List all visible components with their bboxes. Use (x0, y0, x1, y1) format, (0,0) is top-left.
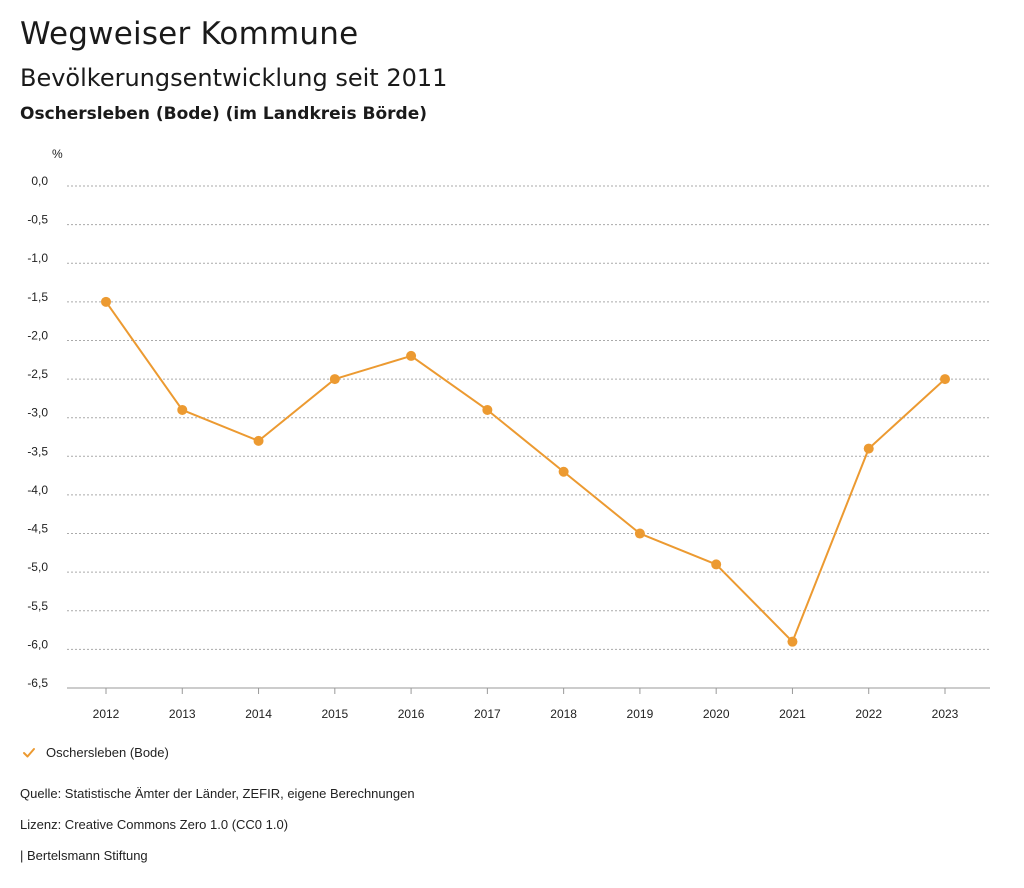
y-tick-label: -5,5 (27, 599, 48, 613)
x-tick-label: 2012 (93, 707, 120, 721)
data-point[interactable] (711, 559, 722, 570)
gridlines (67, 185, 990, 689)
x-tick-label: 2023 (932, 707, 959, 721)
data-point[interactable] (863, 443, 874, 454)
data-point[interactable] (329, 374, 340, 385)
data-point[interactable] (634, 528, 645, 539)
y-tick-label: -2,0 (27, 328, 48, 342)
y-tick-label: -3,0 (27, 406, 48, 420)
y-tick-label: -3,5 (27, 444, 48, 458)
y-tick-label: -2,5 (27, 367, 48, 381)
series-line (105, 301, 946, 643)
line-chart: % 0,0 -0,5 -1,0 -1,5 -2,0 -2,5 -3,0 -3,5 -4,0 -4,… (27, 147, 990, 721)
license-note: Lizenz: Creative Commons Zero 1.0 (CC0 1… (20, 817, 289, 832)
check-icon (23, 747, 35, 757)
data-point[interactable] (787, 636, 798, 647)
x-axis: 2012 2013 2014 2015 2016 2017 2018 2019 2020 2021… (93, 688, 959, 721)
y-tick-label: -4,0 (27, 483, 48, 497)
x-tick-label: 2015 (321, 707, 348, 721)
x-tick-label: 2014 (245, 707, 272, 721)
publisher-note: | Bertelsmann Stiftung (20, 848, 148, 863)
data-point[interactable] (406, 350, 417, 361)
x-tick-label: 2020 (703, 707, 730, 721)
x-tick-label: 2019 (627, 707, 654, 721)
data-point[interactable] (101, 296, 111, 307)
y-tick-label: -5,0 (27, 560, 48, 574)
series-oschersleben (101, 296, 950, 647)
data-point[interactable] (940, 374, 950, 385)
region-label: Oschersleben (Bode) (im Landkreis Börde) (20, 104, 428, 124)
source-note: Quelle: Statistische Ämter der Länder, Z… (20, 786, 415, 801)
y-tick-label: -0,5 (27, 213, 48, 227)
y-tick-label: -1,5 (27, 290, 48, 304)
x-tick-label: 2017 (474, 707, 501, 721)
chart-subtitle: Bevölkerungsentwicklung seit 2011 (20, 64, 448, 92)
y-tick-label: -1,0 (27, 251, 48, 265)
y-axis-tick-labels: 0,0 -0,5 -1,0 -1,5 -2,0 -2,5 -3,0 -3,5 -4,0 -4,5 -… (27, 174, 48, 690)
x-tick-label: 2013 (169, 707, 196, 721)
y-tick-label: -6,5 (27, 676, 48, 690)
data-point[interactable] (177, 404, 188, 415)
legend-item-oschersleben[interactable]: Oschersleben (Bode) (22, 745, 169, 760)
data-point[interactable] (482, 404, 493, 415)
y-tick-label: -4,5 (27, 522, 48, 536)
y-tick-label: -6,0 (27, 637, 48, 651)
data-point[interactable] (558, 466, 569, 477)
data-point[interactable] (253, 435, 264, 446)
x-tick-label: 2022 (855, 707, 882, 721)
y-tick-label: 0,0 (31, 174, 48, 188)
y-axis-unit-label: % (52, 147, 63, 161)
legend-label: Oschersleben (Bode) (46, 745, 169, 760)
x-tick-label: 2016 (398, 707, 425, 721)
x-tick-label: 2018 (550, 707, 577, 721)
x-tick-label: 2021 (779, 707, 806, 721)
page-title: Wegweiser Kommune (20, 16, 359, 52)
